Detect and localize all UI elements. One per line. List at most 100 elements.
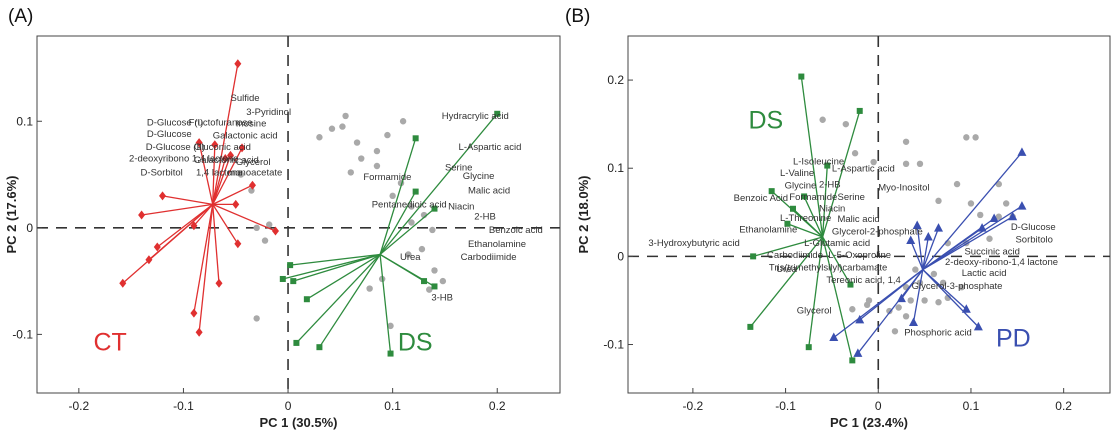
group-spoke [749, 236, 824, 328]
observation-label: D-Sorbitol [141, 168, 183, 179]
y-tick-label: -0.1 [603, 338, 624, 352]
x-tick-label: -0.2 [68, 399, 89, 413]
group-spoke [282, 253, 381, 280]
group-spoke [792, 208, 824, 238]
observation-label: Tereonic acid, 1,4 [826, 275, 900, 286]
group-point [248, 180, 256, 190]
observation-point [939, 279, 947, 287]
observation-point [972, 134, 979, 141]
observation-point [819, 116, 826, 123]
observation-point [891, 328, 899, 335]
observation-label: Carbodiimide [767, 250, 823, 261]
observation-label: Ethanolamine [468, 239, 526, 250]
group-point [923, 231, 933, 241]
group-point [287, 262, 294, 269]
observation-label: L-Glutamic acid [804, 238, 870, 249]
observation-label: Carbodiimide [461, 252, 517, 263]
group-spoke [212, 155, 232, 205]
observation-point [986, 235, 993, 242]
group-point [211, 140, 219, 150]
observation-point [895, 304, 902, 311]
observation-label: Glycerol-3-phosphate [912, 281, 1003, 292]
observation-label: Pentanedioic acid [372, 200, 447, 211]
group-spoke [803, 196, 824, 238]
panel-letter: (A) [8, 6, 33, 27]
group-point [973, 321, 983, 331]
observation-label: 3-HB [431, 292, 453, 303]
group-spoke [752, 236, 823, 257]
y-tick-label: -0.1 [12, 327, 33, 341]
observation-point [339, 123, 346, 130]
observation-point [930, 270, 938, 278]
group-point [279, 275, 286, 282]
group-label: DS [749, 107, 784, 135]
panel-b: (B) -0.2 -0.1 0 0.1 0.2 0.2 0.1 0 -0.1 PC 1 (23.4%… [565, 6, 1111, 430]
group-point [896, 293, 906, 303]
group-spoke [922, 205, 1023, 271]
observation-label: Glycine [463, 171, 495, 182]
group-spoke [922, 216, 1014, 271]
group-point [145, 255, 153, 265]
group-point [906, 235, 916, 245]
observation-label: D-Glucose (II) [146, 142, 205, 153]
observation-label: Fructofuranose [189, 118, 253, 129]
group-spoke [912, 269, 924, 323]
observation-point [399, 118, 407, 125]
group-spoke [922, 227, 940, 270]
observation-point [431, 267, 438, 274]
group-point [303, 296, 310, 303]
group-point [801, 193, 808, 200]
observation-label: 2-deoxyribono 1,4 lactone [129, 154, 238, 165]
panel-a: (A) -0.2 -0.1 0 0.1 0.2 0.1 0 -0.1 PC 1 (30.5%) PC… [4, 6, 561, 430]
observation-label: Niacin [448, 202, 474, 213]
observation-label: Hydracrylic acid [442, 111, 509, 122]
group-spoke [156, 203, 214, 248]
observation-label: 3-Pyridinol [246, 107, 291, 118]
group-spoke [212, 63, 239, 205]
x-tick-label: -0.1 [775, 399, 796, 413]
observation-label: L-Valine [780, 168, 814, 179]
group-point [215, 278, 223, 288]
observation-point [342, 112, 349, 120]
group-spoke [800, 76, 824, 238]
group-point [431, 205, 438, 212]
group-spoke [212, 147, 243, 205]
group-label: DS [398, 328, 433, 356]
observation-label: Serine [837, 192, 864, 203]
observation-point [439, 277, 447, 285]
group-spoke [922, 269, 979, 328]
observation-point [347, 169, 354, 176]
group-spoke [212, 204, 220, 284]
group-spoke [212, 184, 253, 205]
x-axis-title: PC 1 (30.5%) [259, 415, 337, 430]
observation-point [935, 299, 942, 306]
observation-point [384, 131, 391, 139]
group-label: CT [93, 328, 126, 356]
observation-label: Sulfide [231, 93, 260, 104]
group-spoke [922, 227, 983, 271]
group-spoke [193, 204, 214, 314]
group-point [195, 327, 203, 337]
observation-label: Malic acid [468, 186, 510, 197]
group-spoke [122, 203, 214, 284]
group-point [849, 357, 856, 364]
group-point [271, 226, 279, 236]
plot-frame [627, 35, 1111, 394]
group-point [847, 281, 854, 288]
group-spoke [379, 113, 498, 255]
group-point [234, 239, 242, 249]
observation-label: Inosine [236, 119, 267, 130]
group-spoke [833, 269, 924, 338]
observation-label: monoacetate [227, 168, 282, 179]
group-point [856, 107, 863, 114]
observation-point [261, 237, 269, 244]
observation-label: 2-HB [474, 211, 496, 222]
observation-label: L-Aspartic acid [832, 164, 895, 175]
observation-label: Malic acid [837, 214, 879, 225]
observation-point [963, 134, 970, 141]
observation-point [253, 224, 260, 232]
group-point [421, 278, 428, 285]
group-spoke [141, 203, 213, 216]
group-spoke [212, 144, 216, 205]
group-point [227, 150, 235, 160]
